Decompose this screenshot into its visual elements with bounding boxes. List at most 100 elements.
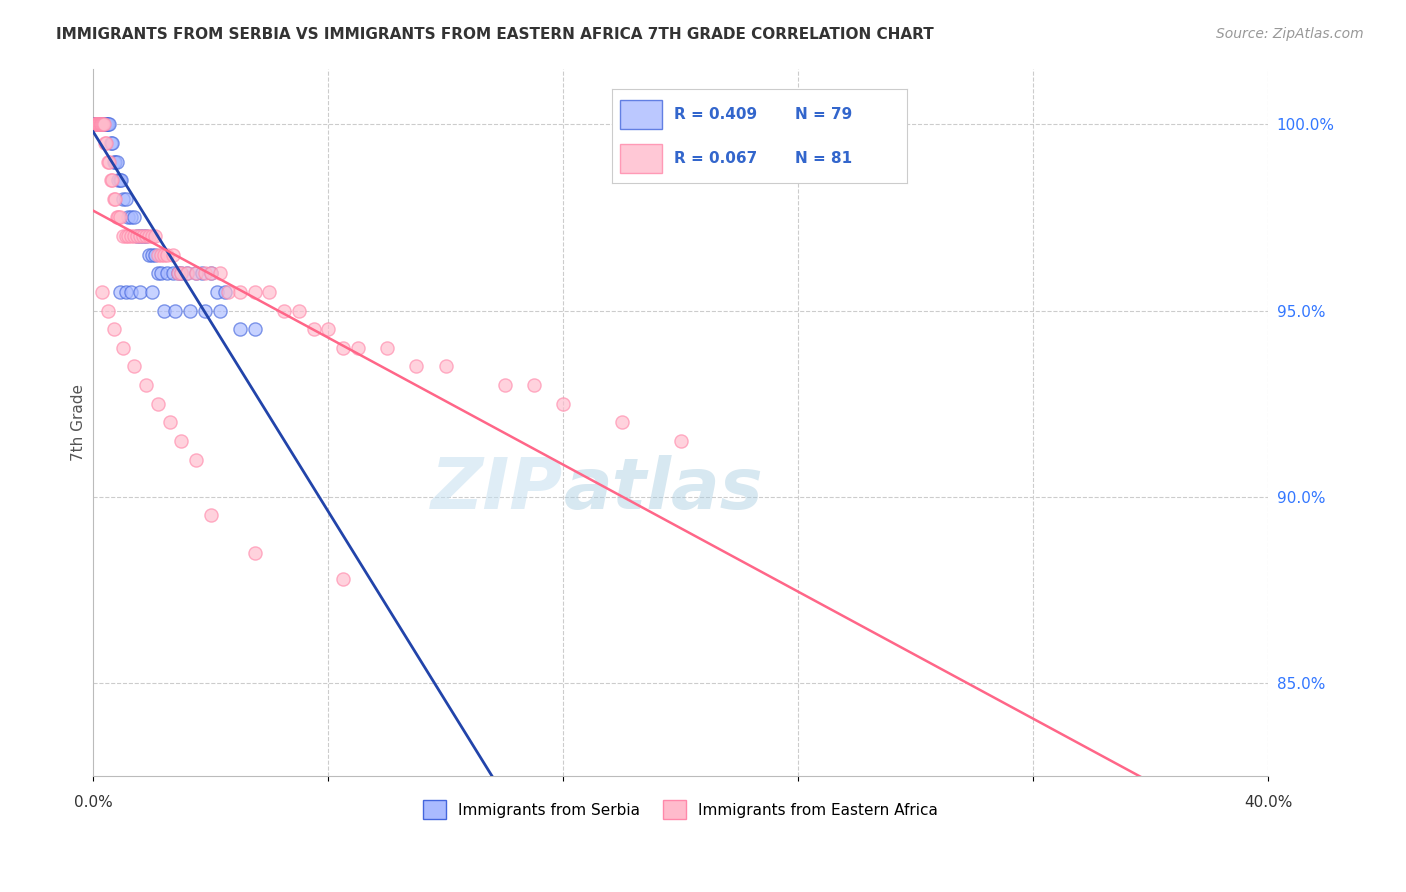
Point	[553, 397, 575, 411]
Point	[143, 248, 166, 262]
Point	[332, 572, 354, 586]
Point	[89, 117, 111, 131]
Point	[87, 117, 110, 131]
Point	[90, 117, 112, 131]
Point	[90, 117, 112, 131]
Point	[494, 378, 516, 392]
Point	[100, 136, 122, 150]
Point	[84, 117, 107, 131]
Point	[84, 117, 107, 131]
Point	[170, 266, 193, 280]
Point	[84, 117, 107, 131]
Point	[135, 229, 157, 244]
Text: 0.0%: 0.0%	[73, 795, 112, 810]
Point	[91, 117, 114, 131]
Point	[146, 248, 169, 262]
Point	[93, 117, 115, 131]
Bar	[620, 144, 662, 173]
Point	[84, 117, 107, 131]
Point	[114, 192, 136, 206]
Point	[111, 341, 134, 355]
Point	[156, 248, 179, 262]
Point	[176, 266, 198, 280]
Point	[86, 117, 108, 131]
Point	[90, 117, 112, 131]
Point	[84, 117, 107, 131]
Point	[94, 117, 117, 131]
Point	[124, 211, 146, 225]
Point	[124, 229, 146, 244]
Point	[97, 303, 120, 318]
Point	[90, 117, 112, 131]
Point	[205, 285, 228, 299]
Point	[120, 285, 142, 299]
Point	[87, 117, 110, 131]
Point	[101, 173, 124, 187]
Point	[149, 266, 172, 280]
Text: atlas: atlas	[564, 455, 763, 524]
Y-axis label: 7th Grade: 7th Grade	[72, 384, 86, 461]
Point	[302, 322, 325, 336]
Point	[91, 117, 114, 131]
Point	[316, 322, 339, 336]
Point	[86, 117, 108, 131]
Point	[129, 285, 152, 299]
Point	[200, 508, 222, 523]
Point	[135, 229, 157, 244]
Point	[243, 546, 266, 560]
Point	[117, 229, 139, 244]
Point	[86, 117, 108, 131]
Point	[194, 303, 217, 318]
Text: R = 0.067: R = 0.067	[673, 151, 756, 166]
Point	[214, 285, 236, 299]
Point	[138, 229, 160, 244]
Point	[208, 303, 231, 318]
Point	[610, 415, 633, 429]
Point	[159, 415, 181, 429]
Text: Source: ZipAtlas.com: Source: ZipAtlas.com	[1216, 27, 1364, 41]
Point	[523, 378, 546, 392]
Point	[96, 136, 118, 150]
Point	[108, 285, 131, 299]
Point	[146, 266, 169, 280]
Point	[405, 359, 427, 374]
Point	[273, 303, 295, 318]
Point	[87, 117, 110, 131]
Point	[86, 117, 108, 131]
Point	[152, 303, 174, 318]
Point	[96, 117, 118, 131]
Point	[83, 117, 105, 131]
Point	[129, 229, 152, 244]
Point	[97, 154, 120, 169]
Point	[167, 266, 190, 280]
Point	[86, 117, 108, 131]
Point	[375, 341, 398, 355]
Point	[91, 117, 114, 131]
Point	[101, 136, 124, 150]
Point	[84, 117, 107, 131]
Point	[149, 248, 172, 262]
Point	[94, 117, 117, 131]
Point	[200, 266, 222, 280]
Point	[87, 117, 110, 131]
Point	[89, 117, 111, 131]
Point	[179, 303, 201, 318]
Point	[229, 285, 252, 299]
Point	[288, 303, 311, 318]
Point	[124, 359, 146, 374]
Point	[84, 117, 107, 131]
Point	[132, 229, 155, 244]
Point	[105, 154, 128, 169]
Point	[184, 452, 207, 467]
Point	[107, 173, 129, 187]
Point	[91, 117, 114, 131]
Text: R = 0.409: R = 0.409	[673, 107, 756, 122]
Point	[84, 117, 107, 131]
Point	[120, 229, 142, 244]
Point	[87, 117, 110, 131]
Point	[86, 117, 108, 131]
Point	[108, 211, 131, 225]
Point	[152, 248, 174, 262]
Point	[100, 173, 122, 187]
Point	[93, 117, 115, 131]
